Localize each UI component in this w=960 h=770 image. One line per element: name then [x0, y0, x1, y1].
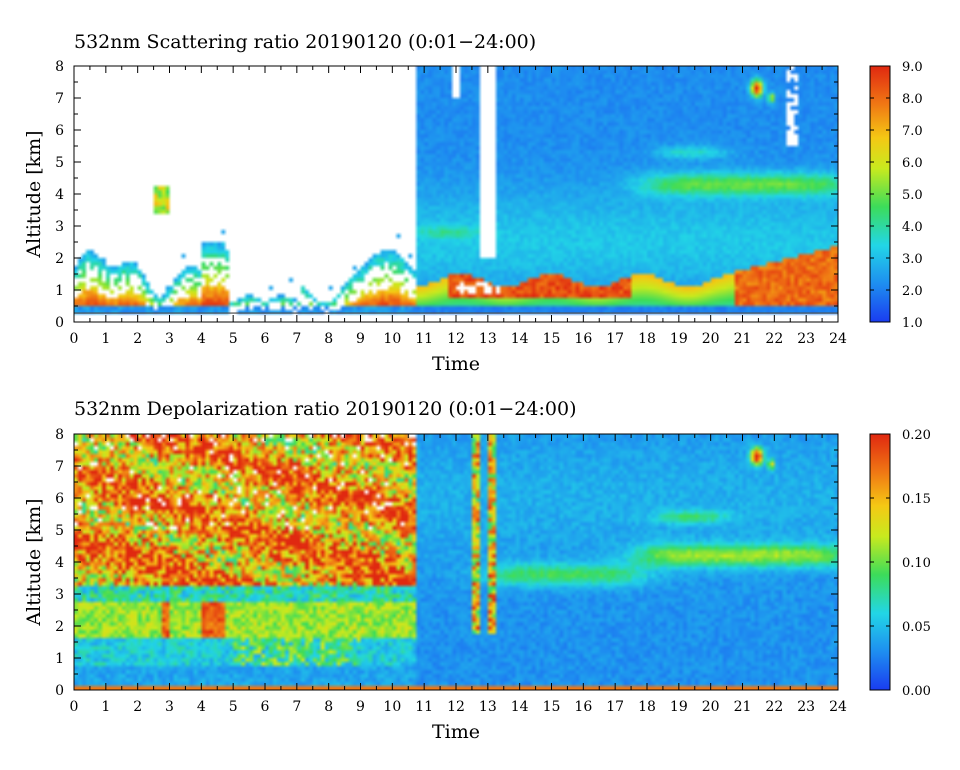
scattering-panel: 532nm Scattering ratio 20190120 (0:01−24… [23, 31, 923, 375]
y-tick-label: 8 [55, 427, 64, 443]
x-tick-label: 16 [574, 331, 592, 347]
y-tick-label: 3 [55, 587, 64, 603]
depolarization-chart-title: 532nm Depolarization ratio 20190120 (0:0… [74, 398, 576, 420]
y-tick-label: 0 [55, 683, 64, 699]
x-tick-label: 17 [606, 699, 624, 715]
scattering-x-axis-label: Time [432, 353, 480, 375]
y-tick-label: 1 [55, 651, 64, 667]
colorbar-tick-label: 0.05 [902, 620, 931, 635]
x-tick-label: 14 [511, 699, 529, 715]
x-tick-label: 17 [606, 331, 624, 347]
x-tick-label: 24 [829, 699, 847, 715]
x-tick-label: 13 [479, 331, 497, 347]
x-tick-label: 16 [574, 699, 592, 715]
x-tick-label: 6 [261, 331, 270, 347]
colorbar-tick-label: 4.0 [902, 220, 923, 235]
x-tick-label: 21 [734, 699, 752, 715]
x-tick-label: 4 [197, 699, 206, 715]
x-tick-label: 10 [383, 331, 401, 347]
depolarization-y-axis-label: Altitude [km] [23, 498, 45, 626]
x-tick-label: 11 [415, 331, 433, 347]
scattering-heatmap [74, 66, 838, 322]
x-tick-label: 7 [292, 699, 301, 715]
colorbar-tick-label: 3.0 [902, 252, 923, 267]
x-tick-label: 18 [638, 331, 656, 347]
depolarization-heatmap [74, 434, 838, 690]
x-tick-label: 22 [765, 331, 783, 347]
x-tick-label: 12 [447, 699, 465, 715]
y-tick-label: 1 [55, 283, 64, 299]
colorbar-tick-label: 9.0 [902, 60, 923, 75]
x-tick-label: 5 [229, 699, 238, 715]
x-tick-label: 0 [70, 699, 79, 715]
scattering-y-axis-label: Altitude [km] [23, 130, 45, 258]
depolarization-panel: 532nm Depolarization ratio 20190120 (0:0… [23, 398, 931, 743]
y-tick-label: 0 [55, 315, 64, 331]
x-tick-label: 1 [101, 699, 110, 715]
y-tick-label: 4 [55, 555, 64, 571]
scattering-chart-title: 532nm Scattering ratio 20190120 (0:01−24… [74, 31, 536, 53]
x-tick-label: 6 [261, 699, 270, 715]
x-tick-label: 7 [292, 331, 301, 347]
x-tick-label: 10 [383, 699, 401, 715]
colorbar-tick-label: 0.10 [902, 556, 931, 571]
x-tick-label: 15 [543, 331, 561, 347]
colorbar-tick-label: 0.20 [902, 428, 931, 443]
x-tick-label: 4 [197, 331, 206, 347]
x-tick-label: 22 [765, 699, 783, 715]
x-tick-label: 5 [229, 331, 238, 347]
depolarization-x-axis-label: Time [432, 721, 480, 743]
x-tick-label: 19 [670, 331, 688, 347]
x-tick-label: 3 [165, 699, 174, 715]
x-tick-label: 12 [447, 331, 465, 347]
x-tick-label: 9 [356, 331, 365, 347]
y-tick-label: 6 [55, 491, 64, 507]
x-tick-label: 0 [70, 331, 79, 347]
colorbar-tick-label: 2.0 [902, 284, 923, 299]
colorbar-tick-label: 7.0 [902, 124, 923, 139]
x-tick-label: 24 [829, 331, 847, 347]
y-tick-label: 5 [55, 523, 64, 539]
y-tick-label: 4 [55, 187, 64, 203]
x-tick-label: 13 [479, 699, 497, 715]
colorbar-tick-label: 1.0 [902, 316, 923, 331]
x-tick-label: 11 [415, 699, 433, 715]
colorbar-tick-label: 5.0 [902, 188, 923, 203]
y-tick-label: 6 [55, 123, 64, 139]
x-tick-label: 21 [734, 331, 752, 347]
x-tick-label: 23 [797, 331, 815, 347]
x-tick-label: 8 [324, 331, 333, 347]
x-tick-label: 23 [797, 699, 815, 715]
colorbar-tick-label: 8.0 [902, 92, 923, 107]
colorbar-tick-label: 0.15 [902, 492, 931, 507]
x-tick-label: 15 [543, 699, 561, 715]
x-tick-label: 14 [511, 331, 529, 347]
x-tick-label: 2 [133, 331, 142, 347]
x-tick-label: 18 [638, 699, 656, 715]
x-tick-label: 20 [702, 331, 720, 347]
x-tick-label: 2 [133, 699, 142, 715]
y-tick-label: 2 [55, 619, 64, 635]
colorbar-tick-label: 6.0 [902, 156, 923, 171]
y-tick-label: 7 [55, 459, 64, 475]
x-tick-label: 3 [165, 331, 174, 347]
y-tick-label: 8 [55, 59, 64, 75]
x-tick-label: 8 [324, 699, 333, 715]
colorbar-tick-label: 0.00 [902, 684, 931, 699]
y-tick-label: 5 [55, 155, 64, 171]
x-tick-label: 19 [670, 699, 688, 715]
x-tick-label: 1 [101, 331, 110, 347]
y-tick-label: 7 [55, 91, 64, 107]
x-tick-label: 20 [702, 699, 720, 715]
y-tick-label: 2 [55, 251, 64, 267]
y-tick-label: 3 [55, 219, 64, 235]
x-tick-label: 9 [356, 699, 365, 715]
